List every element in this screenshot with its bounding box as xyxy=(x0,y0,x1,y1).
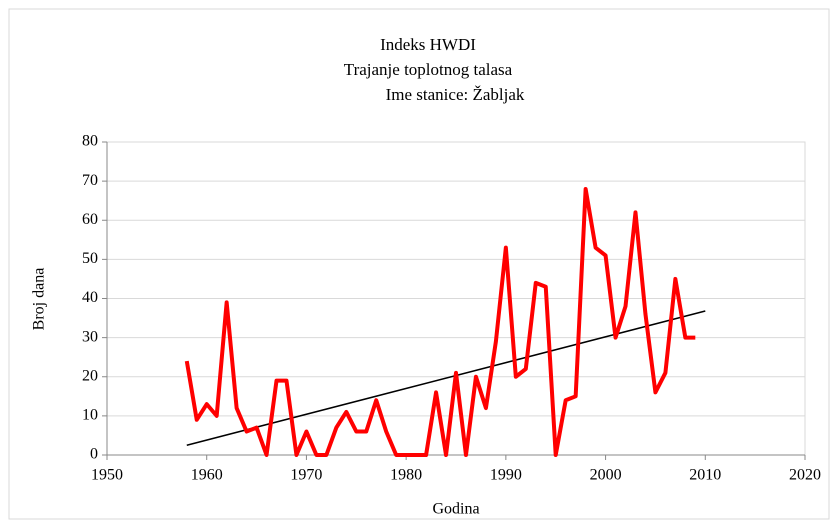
x-tick-label: 2000 xyxy=(590,467,622,484)
y-tick-label: 30 xyxy=(82,328,98,345)
x-tick-label: 1960 xyxy=(191,467,223,484)
y-tick-label: 10 xyxy=(82,407,98,424)
x-tick-label: 2020 xyxy=(789,467,821,484)
y-tick-label: 50 xyxy=(82,250,98,267)
y-tick-label: 20 xyxy=(82,367,98,384)
x-axis-label: Godina xyxy=(432,501,479,518)
y-axis-label: Broj dana xyxy=(31,268,48,331)
x-tick-label: 2010 xyxy=(689,467,721,484)
y-tick-label: 60 xyxy=(82,211,98,228)
data-line xyxy=(184,186,696,457)
y-tick-label: 70 xyxy=(82,172,98,189)
y-tick-label: 40 xyxy=(82,289,98,306)
x-tick-label: 1990 xyxy=(490,467,522,484)
chart-subtitle: Ime stanice: Žabljak xyxy=(386,85,525,104)
x-tick-label: 1970 xyxy=(290,467,322,484)
x-tick-label: 1950 xyxy=(91,467,123,484)
chart-frame xyxy=(8,8,830,520)
y-tick-label: 80 xyxy=(82,133,98,150)
chart-title: Indeks HWDI xyxy=(380,35,476,54)
chart-subtitle: Trajanje toplotnog talasa xyxy=(344,60,513,79)
x-tick-label: 1980 xyxy=(390,467,422,484)
y-tick-label: 0 xyxy=(90,446,98,463)
